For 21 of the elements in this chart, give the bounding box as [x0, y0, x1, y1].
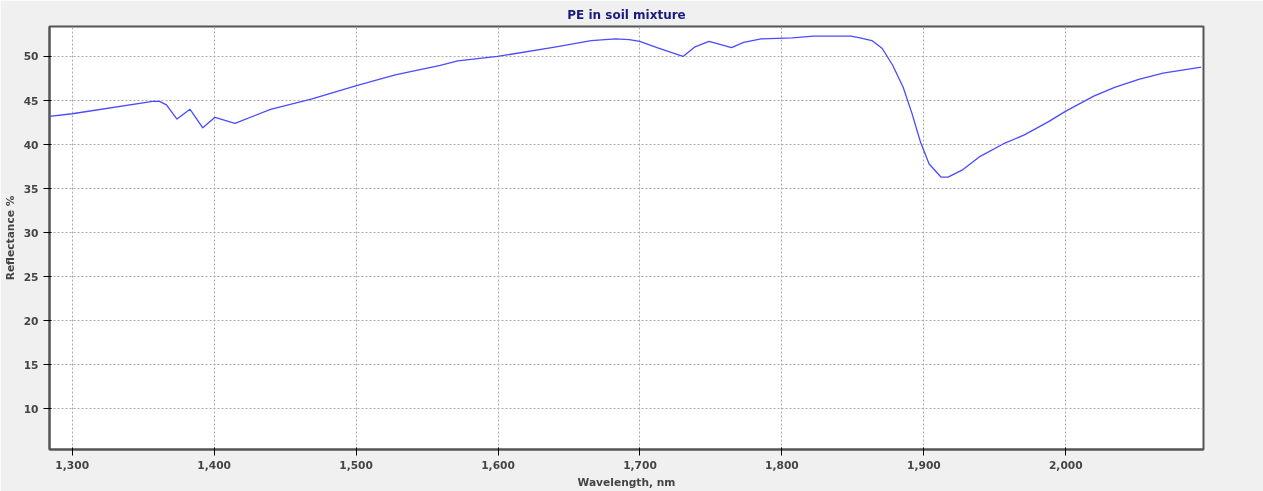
x-tick-label: 1,900 — [907, 458, 941, 472]
y-tick-label: 10 — [23, 402, 39, 416]
y-tick-label: 35 — [23, 182, 39, 196]
x-axis-title: Wavelength, nm — [577, 475, 676, 489]
x-tick-label: 1,700 — [623, 458, 657, 472]
y-tick-label: 50 — [23, 50, 39, 64]
chart-title: PE in soil mixture — [567, 7, 686, 22]
x-tick-label: 1,800 — [765, 458, 799, 472]
y-tick-label: 40 — [23, 138, 39, 152]
x-tick-label: 1,500 — [339, 458, 373, 472]
y-tick-label: 15 — [23, 358, 39, 372]
y-tick-label: 45 — [23, 94, 39, 108]
line-series — [49, 35, 1202, 178]
x-tick-label: 1,300 — [55, 458, 90, 472]
x-tick-label: 2,000 — [1048, 458, 1083, 472]
y-tick-label: 25 — [23, 270, 39, 284]
x-tick-label: 1,400 — [197, 458, 232, 472]
y-axis-title: Reflectance % — [3, 195, 17, 281]
y-tick-label: 20 — [23, 314, 39, 328]
x-tick-label: 1,600 — [481, 458, 515, 472]
y-tick-label: 30 — [23, 226, 39, 240]
